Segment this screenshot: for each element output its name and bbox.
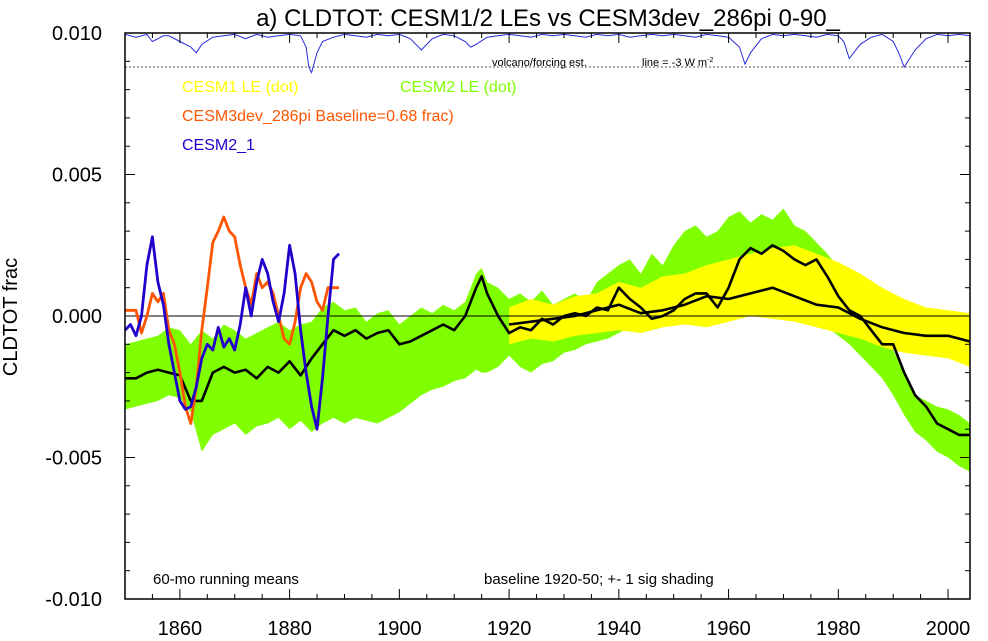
legend: CESM1 LE (dot) CESM2 LE (dot) CESM3dev_2…	[182, 79, 516, 154]
axes: 1860 1880 1900 1920 1940 1960 1980 2000 -0.010 -0…	[45, 23, 970, 640]
volcano-trace	[124, 33, 971, 74]
legend-entry-cesm2-1: CESM2_1	[182, 137, 255, 154]
chart-title: a) CLDTOT: CESM1/2 LEs vs CESM3dev_286pi…	[256, 5, 840, 32]
volcano-line-label-text: line = -3 W m	[642, 57, 707, 69]
y-tick-label: -0.005	[45, 448, 102, 470]
volcano-line-label-unit: -2	[707, 57, 713, 64]
legend-entry-cesm2-le: CESM2 LE (dot)	[400, 79, 516, 96]
series-line-0	[125, 244, 970, 437]
series-line-1	[508, 286, 971, 343]
x-tick-label: 1980	[816, 618, 861, 640]
x-tick-label: 1940	[597, 618, 642, 640]
y-tick-label: 0.000	[52, 306, 102, 328]
volcano-label: volcano/forcing est.	[492, 57, 587, 69]
x-tick-label: 1900	[377, 618, 422, 640]
running-means-note: 60-mo running means	[153, 571, 299, 588]
series-line-2	[125, 215, 339, 425]
x-tick-label: 1860	[158, 618, 203, 640]
volcano-line-label: line = -3 W m-2	[642, 57, 713, 69]
y-tick-label: -0.010	[45, 589, 102, 611]
x-tick-label: 1920	[487, 618, 532, 640]
x-tick-label: 1960	[706, 618, 751, 640]
x-tick-label: 2000	[926, 618, 971, 640]
baseline-note: baseline 1920-50; +- 1 sig shading	[484, 571, 714, 588]
y-tick-label: 0.010	[52, 23, 102, 45]
x-tick-label: 1880	[267, 618, 312, 640]
y-tick-label: 0.005	[52, 165, 102, 187]
y-axis-label: CLDTOT frac	[0, 258, 22, 376]
legend-entry-cesm3dev: CESM3dev_286pi Baseline=0.68 frac)	[182, 108, 454, 125]
series-line-3	[123, 235, 341, 431]
band-1	[509, 245, 970, 367]
legend-entry-cesm1-le: CESM1 LE (dot)	[182, 79, 298, 96]
plot-area	[123, 33, 971, 472]
